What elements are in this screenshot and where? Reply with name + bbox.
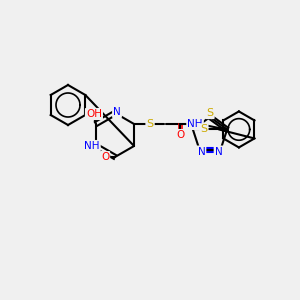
Text: NH: NH	[187, 119, 203, 129]
Text: N: N	[113, 107, 121, 117]
Text: NH: NH	[84, 141, 100, 151]
Text: S: S	[200, 124, 207, 134]
Text: N: N	[215, 147, 223, 157]
Text: O: O	[101, 152, 109, 162]
Text: S: S	[146, 119, 154, 129]
Text: S: S	[206, 108, 214, 118]
Text: OH: OH	[86, 109, 102, 119]
Text: O: O	[176, 130, 184, 140]
Text: N: N	[197, 147, 205, 157]
